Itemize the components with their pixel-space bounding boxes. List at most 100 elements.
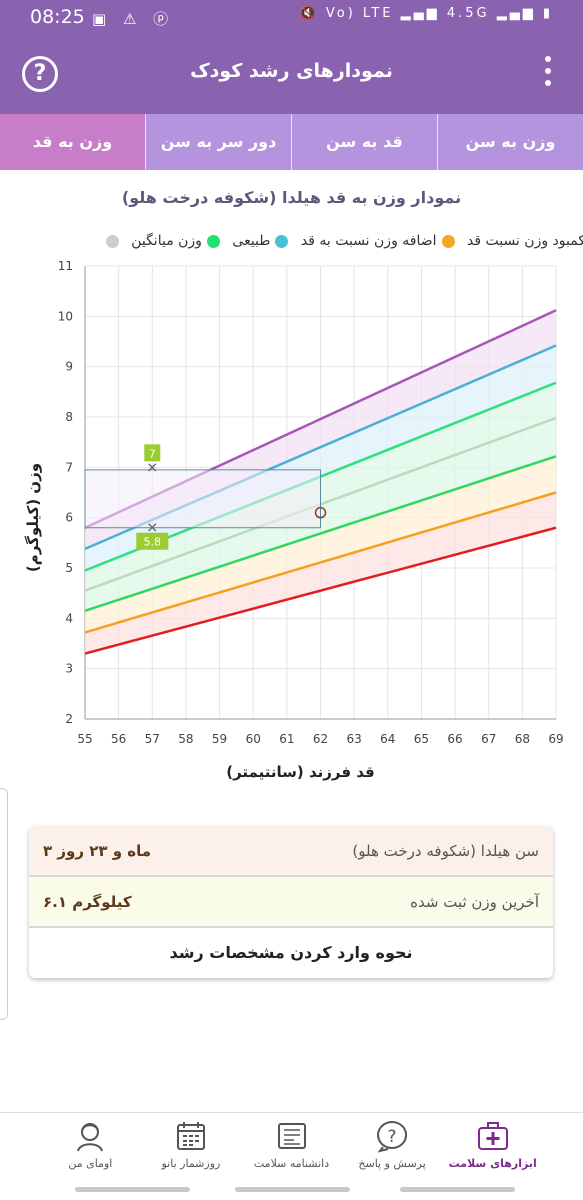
y-tick-label: 8 [65, 410, 73, 424]
page-title: نمودارهای رشد کودک [190, 60, 393, 82]
network-label-2: 4.5G [446, 6, 490, 21]
legend-dot [441, 234, 455, 248]
age-label: سن هیلدا (شکوفه درخت هلو) [352, 841, 539, 860]
x-tick-label: 64 [380, 732, 395, 746]
x-tick-label: 63 [347, 732, 362, 746]
nav-qa[interactable]: ? پرسش و پاسخ [342, 1113, 443, 1180]
network-label: Vo) LTE [325, 6, 394, 21]
nav-encyclopedia[interactable]: دانشنامه سلامت [241, 1113, 342, 1180]
x-tick-label: 61 [279, 732, 294, 746]
woman-avatar-icon [77, 1123, 104, 1152]
system-home-handle[interactable] [235, 1187, 350, 1192]
app-bar: ? نمودارهای رشد کودک [0, 34, 583, 114]
weight-height-chart[interactable]: ✕7✕5.855 56 57 58 59 60 61 62 63 64 65 66 67 68 692345… [0, 255, 583, 785]
mute-icon: 🔇 [299, 6, 319, 21]
series-line [84, 455, 557, 612]
age-value: ۳ ماه و ۲۳ روز [43, 841, 152, 860]
nav-label: اومای من [68, 1157, 113, 1170]
chart-legend: کمبود وزن نسبت قد اضافه وزن نسبت به قد ط… [93, 233, 583, 253]
notification-icons: ▣ ⚠ ⓟ [92, 10, 175, 28]
marker-label: 7 [149, 447, 156, 460]
tab-weight-age[interactable]: وزن به سن [437, 114, 583, 170]
svg-text:?: ? [388, 1127, 397, 1147]
system-nav-bar [0, 1184, 583, 1200]
series-line [84, 491, 557, 634]
signal-icon: ▂▄▆ [400, 6, 440, 21]
question-bubble-icon: ? [377, 1121, 408, 1153]
calendar-icon [176, 1122, 205, 1150]
x-tick-label: 60 [246, 732, 261, 746]
y-tick-label: 3 [65, 662, 73, 676]
system-back-handle[interactable] [75, 1187, 190, 1192]
chart-band [85, 456, 556, 633]
chart-tabs: وزن به سن قد به سن دور سر به سن وزن به ق… [0, 114, 583, 170]
legend-item[interactable]: طبیعی [232, 233, 289, 249]
y-tick-label: 9 [65, 360, 73, 374]
legend-label: اضافه وزن نسبت به قد [300, 233, 437, 249]
chart-title: نمودار وزن به قد هیلدا (شکوفه درخت هلو) [121, 188, 462, 207]
x-tick-label: 55 [77, 732, 92, 746]
tab-weight-height[interactable]: وزن به قد [0, 114, 145, 170]
range-box [84, 469, 321, 529]
y-tick-label: 11 [58, 259, 73, 273]
status-bar: 08:25 ▣ ⚠ ⓟ 🔇 Vo) LTE ▂▄▆ 4.5G ▂▄▆ ▮ [0, 0, 583, 34]
newspaper-icon [277, 1123, 306, 1149]
system-icons: 🔇 Vo) LTE ▂▄▆ 4.5G ▂▄▆ ▮ [300, 6, 553, 21]
y-tick-label: 5 [65, 561, 73, 575]
legend-label: کمبود وزن نسبت قد [466, 233, 583, 249]
y-tick-label: 2 [65, 712, 73, 726]
age-row: سن هیلدا (شکوفه درخت هلو) ۳ ماه و ۲۳ روز [29, 826, 553, 877]
y-tick-label: 4 [65, 611, 73, 625]
marker-label-box [136, 532, 169, 550]
nav-health-tools[interactable]: ابزارهای سلامت [442, 1113, 543, 1180]
current-point [314, 506, 327, 519]
legend-item[interactable]: اضافه وزن نسبت به قد [301, 233, 455, 249]
system-recent-handle[interactable] [400, 1187, 515, 1192]
help-button[interactable]: ? [22, 56, 58, 92]
nav-label: ابزارهای سلامت [448, 1157, 537, 1170]
howto-button[interactable]: نحوه وارد کردن مشخصات رشد [29, 928, 553, 977]
x-axis-label: قد فرزند (سانتیمتر) [226, 763, 375, 781]
nav-label: دانشنامه سلامت [253, 1157, 330, 1170]
marker-label-box [144, 444, 161, 462]
signal-icon-2: ▂▄▆ [496, 6, 536, 21]
tab-head-age[interactable]: دور سر به سن [145, 114, 291, 170]
legend-label: وزن میانگین [131, 233, 202, 249]
legend-dot [275, 234, 289, 248]
x-tick-label: 57 [145, 732, 160, 746]
nav-calendar[interactable]: روزشمار بانو [141, 1113, 242, 1180]
weight-value: ۶.۱ کیلوگرم [43, 892, 132, 911]
x-tick-label: 69 [548, 732, 563, 746]
weight-label: آخرین وزن ثبت شده [410, 892, 539, 911]
x-tick-label: 68 [515, 732, 530, 746]
legend-label: طبیعی [232, 233, 271, 249]
y-tick-label: 10 [58, 309, 73, 323]
y-tick-label: 6 [65, 511, 73, 525]
legend-item[interactable]: کمبود وزن نسبت قد [467, 233, 583, 249]
y-tick-label: 7 [65, 460, 73, 474]
y-axis-label: وزن (کیلوگرم) [24, 463, 42, 572]
bottom-nav: ابزارهای سلامت ? پرسش و پاسخ دانشنامه سل… [0, 1112, 583, 1180]
weight-row: آخرین وزن ثبت شده ۶.۱ کیلوگرم [29, 877, 553, 928]
x-tick-label: 62 [313, 732, 328, 746]
nav-label: روزشمار بانو [161, 1157, 221, 1170]
nav-profile[interactable]: اومای من [40, 1113, 141, 1180]
status-time: 08:25 [30, 6, 85, 28]
legend-dot [206, 234, 220, 248]
x-tick-label: 66 [447, 732, 462, 746]
marker-label: 5.8 [144, 536, 162, 549]
overflow-menu-icon[interactable] [545, 56, 553, 92]
x-tick-label: 58 [178, 732, 193, 746]
nav-label: پرسش و پاسخ [358, 1157, 426, 1170]
side-drawer-handle[interactable] [0, 788, 8, 1020]
tab-height-age[interactable]: قد به سن [291, 114, 437, 170]
x-tick-label: 59 [212, 732, 227, 746]
legend-item[interactable] [101, 234, 119, 248]
chart-band [85, 492, 556, 654]
series-line [84, 526, 557, 655]
info-card: سن هیلدا (شکوفه درخت هلو) ۳ ماه و ۲۳ روز… [29, 826, 553, 978]
legend-item[interactable]: وزن میانگین [131, 233, 220, 249]
marker-x: ✕ [146, 521, 158, 537]
x-tick-label: 56 [111, 732, 126, 746]
legend-dot [105, 234, 119, 248]
